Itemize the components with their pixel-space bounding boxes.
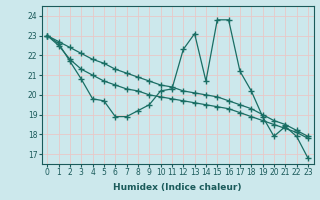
X-axis label: Humidex (Indice chaleur): Humidex (Indice chaleur): [113, 183, 242, 192]
